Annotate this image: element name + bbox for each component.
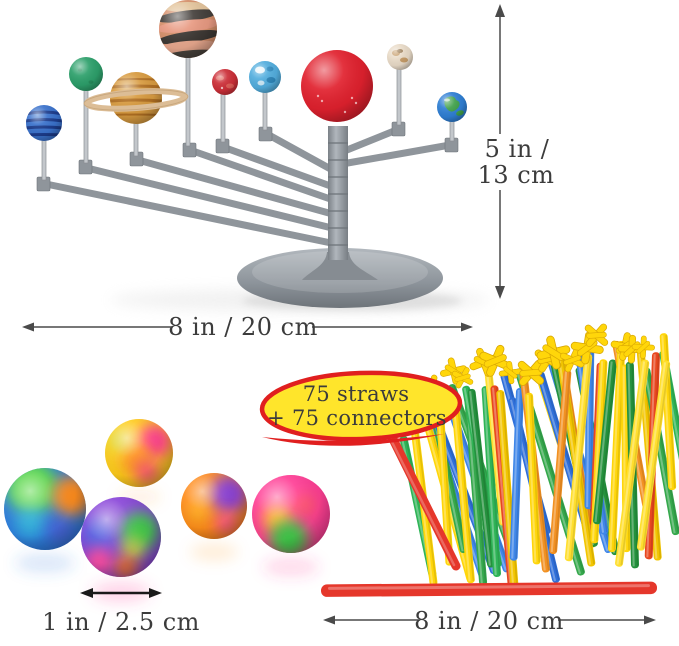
sun <box>301 50 373 122</box>
pom-ball-3 <box>81 497 161 577</box>
straw <box>593 359 617 525</box>
pom-size-label: 1 in / 2.5 cm <box>42 608 200 636</box>
stand-column <box>328 126 348 260</box>
callout-line1: 75 straws <box>303 382 410 406</box>
height-dimension: 5 in / 13 cm <box>478 4 555 299</box>
straw <box>549 369 572 555</box>
connector-cluster <box>419 323 655 401</box>
width-label: 8 in / 20 cm <box>168 313 318 341</box>
connector-jack <box>584 323 609 347</box>
straw-length-label: 8 in / 20 cm <box>414 607 564 635</box>
pom-reflections <box>15 490 319 603</box>
connector-jack <box>452 367 474 389</box>
arm-blocks <box>36 121 459 192</box>
connector-jack <box>560 347 585 373</box>
connector-jack <box>498 360 522 385</box>
planet-pluto <box>387 44 413 70</box>
pom-pom-cluster: 1 in / 2.5 cm <box>4 419 330 636</box>
planet-jupiter <box>159 0 217 58</box>
straw <box>481 386 501 577</box>
width-dimension: 8 in / 20 cm <box>22 313 473 341</box>
pom-dimension: 1 in / 2.5 cm <box>42 588 200 636</box>
connector-jack <box>536 335 571 370</box>
red-diagonal-straw <box>384 426 461 571</box>
red-straw-horizontal <box>321 581 657 597</box>
straw-bundle <box>399 333 679 588</box>
pom-ball-5 <box>252 475 330 553</box>
straw <box>451 403 475 584</box>
planet-earth <box>437 92 467 122</box>
straw <box>525 392 541 565</box>
stand-base <box>237 248 443 308</box>
stand-arms <box>42 125 454 248</box>
connector-jack <box>631 335 655 359</box>
straw <box>564 353 593 562</box>
callout-bubble: 75 straws + 75 connectors <box>259 370 463 446</box>
straw <box>615 359 650 567</box>
straw <box>467 388 496 568</box>
planet-mars <box>212 69 238 95</box>
straw-dimension: 8 in / 20 cm <box>323 607 656 635</box>
planet-uranus <box>69 57 103 91</box>
planet-saturn <box>83 72 189 124</box>
straw <box>509 388 524 561</box>
callout-tail <box>262 434 444 446</box>
straw <box>636 360 671 551</box>
saturn-ring <box>83 88 189 112</box>
callout-line2: + 75 connectors <box>267 406 447 430</box>
height-label-line2: 13 cm <box>478 161 555 189</box>
pom-ball-2 <box>105 419 173 487</box>
planet-neptune <box>26 105 62 141</box>
connector-jack <box>479 344 512 377</box>
planet-mercury <box>249 61 281 93</box>
pom-ball-1 <box>4 468 86 550</box>
connector-jack <box>517 359 545 386</box>
solar-system-model <box>26 0 490 311</box>
height-label-line1: 5 in / <box>485 135 550 163</box>
pom-ball-4 <box>181 473 247 539</box>
planet-pins <box>41 54 455 181</box>
